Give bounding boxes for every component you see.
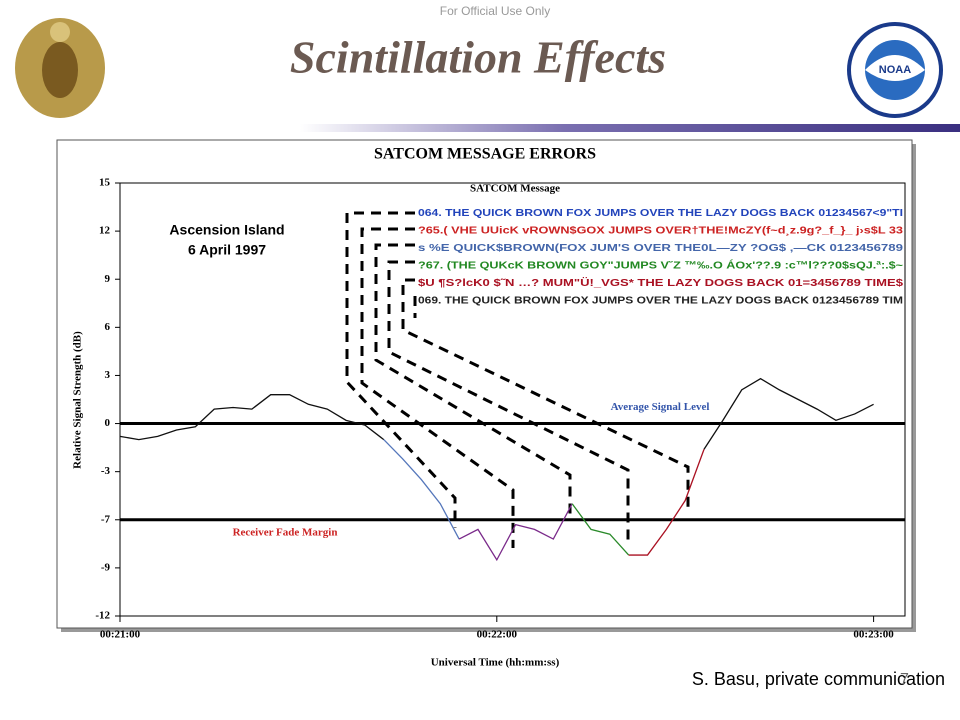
message-text: s %E QUICK$BROWN(FOX JUM'S OVER THE0L—ZY…	[418, 242, 903, 254]
x-axis-label: Universal Time (hh:mm:ss)	[431, 657, 560, 669]
signal-line	[628, 448, 705, 556]
noaa-logo: NOAA	[847, 22, 943, 118]
y-tick-label: -9	[101, 561, 111, 573]
y-axis-label: Relative Signal Strength (dB)	[72, 331, 84, 469]
message-text: ?67. (THE QUKcK BROWN GOY"JUMPS V˘Z ™‰.O…	[418, 258, 903, 271]
y-tick-label: -3	[101, 465, 111, 477]
y-tick-label: 15	[99, 177, 111, 189]
message-text: 069. THE QUICK BROWN FOX JUMPS OVER THE …	[418, 294, 903, 306]
chart-title: SATCOM MESSAGE ERRORS	[374, 146, 596, 163]
x-tick-label: 00:21:00	[100, 629, 141, 641]
y-tick-label: 3	[105, 369, 111, 381]
reference-label: Average Signal Level	[611, 401, 710, 413]
credit: S. Basu, private communication	[692, 669, 945, 689]
header-bar	[300, 124, 960, 132]
y-tick-label: 9	[105, 273, 111, 285]
y-tick-label: -7	[101, 513, 111, 525]
banner: For Official Use Only	[440, 4, 550, 18]
location: Ascension Island	[169, 222, 284, 238]
y-tick-label: 6	[105, 321, 111, 333]
date: 6 April 1997	[188, 242, 266, 258]
signal-line	[458, 503, 573, 562]
message-text: 064. THE QUICK BROWN FOX JUMPS OVER THE …	[418, 207, 903, 219]
y-tick-label: 0	[105, 417, 111, 429]
eagle-seal	[15, 18, 105, 118]
x-tick-label: 00:23:00	[853, 629, 894, 641]
message-text: $U ¶S?lcK0 $˜N …? MUM"Ü!_VGS* THE LAZY D…	[418, 276, 903, 289]
signal-line	[119, 394, 385, 441]
connectors	[345, 211, 690, 548]
page-number: 7	[900, 671, 909, 688]
signal-line	[383, 439, 460, 540]
message-text: ?65.( VHE UUicK vROWN$GOX JUMPS OVER†THE…	[418, 224, 903, 236]
y-tick-label: -12	[95, 610, 110, 622]
slide-title: Scintillation Effects	[290, 32, 666, 83]
plot-area	[119, 182, 906, 617]
x-tick-label: 00:22:00	[477, 629, 518, 641]
y-tick-label: 12	[99, 225, 111, 237]
signal-line	[571, 503, 630, 556]
signal-line	[703, 377, 874, 450]
svg-text:NOAA: NOAA	[879, 64, 911, 76]
reference-label: Receiver Fade Margin	[233, 526, 338, 538]
message-heading: SATCOM Message	[470, 183, 560, 195]
